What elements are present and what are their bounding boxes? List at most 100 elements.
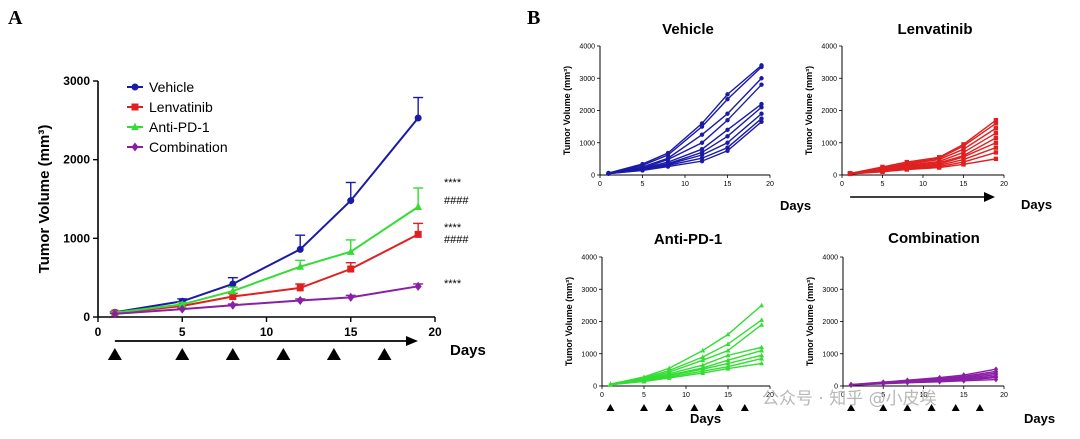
data-point — [725, 341, 731, 347]
y-tick-label: 4000 — [579, 44, 595, 51]
data-point — [347, 265, 355, 273]
y-axis-title: Tumor Volume (mm³) — [805, 277, 815, 366]
data-point — [725, 331, 731, 337]
data-point — [993, 140, 999, 145]
small-chart-title: Combination — [888, 230, 980, 247]
x-tick-label: 15 — [344, 325, 358, 339]
series-line — [114, 285, 419, 315]
data-point — [993, 150, 999, 155]
x-axis-title: Days — [450, 342, 486, 359]
data-point — [178, 300, 187, 308]
significance-annotation: **** — [444, 222, 462, 234]
x-tick-label: 10 — [920, 392, 928, 399]
legend-label: Combination — [149, 139, 228, 155]
series-line — [608, 64, 762, 174]
treatment-marker — [640, 404, 648, 411]
data-point — [759, 352, 765, 358]
data-point — [725, 360, 731, 366]
y-axis-title: Tumor Volume (mm³) — [562, 66, 572, 155]
data-point — [347, 292, 355, 302]
data-point — [296, 295, 304, 306]
data-point — [937, 165, 942, 170]
treatment-marker — [377, 348, 392, 360]
x-tick-label: 15 — [960, 392, 968, 399]
series-line — [114, 233, 419, 315]
series-vehicle — [109, 96, 424, 316]
x-tick-label: 5 — [179, 325, 186, 339]
data-point — [993, 156, 999, 162]
series-combination — [109, 281, 424, 319]
data-point — [296, 245, 304, 253]
main-chart: 0 1000 2000 3000 0 5 10 15 20 Tumor Volume (mm³) D… — [36, 74, 486, 360]
y-tick-label: 4000 — [822, 255, 838, 262]
data-point — [759, 76, 764, 81]
y-tick-label: 3000 — [63, 74, 90, 88]
data-point — [700, 347, 706, 353]
y-tick-label: 2000 — [821, 108, 837, 115]
data-point — [759, 344, 765, 350]
x-tick-label: 10 — [260, 325, 274, 339]
series-line — [608, 77, 763, 174]
treatment-marker — [690, 404, 699, 411]
data-point — [178, 304, 186, 314]
data-point — [228, 286, 237, 295]
x-tick-label: 20 — [428, 325, 442, 339]
data-point — [607, 382, 613, 387]
x-tick-label: 20 — [1000, 181, 1008, 188]
x-tick-label: 15 — [960, 181, 968, 188]
data-point — [725, 352, 731, 358]
data-point — [961, 147, 966, 152]
x-tick-label: 5 — [881, 392, 885, 399]
legend-marker — [131, 83, 139, 91]
x-tick-label: 10 — [681, 181, 689, 188]
treatment-marker — [879, 404, 888, 411]
treatment-marker — [665, 404, 674, 411]
y-tick-label: 0 — [833, 173, 837, 180]
data-point — [229, 300, 237, 310]
small-chart-anti-pd-1: Anti-PD-1 0 1000 2000 3000 4000 0 5 10 15 20 Tumor … — [564, 231, 774, 426]
x-tick-label: 15 — [724, 181, 732, 188]
data-point — [725, 111, 730, 116]
animal-series — [847, 156, 999, 177]
small-chart-lenvatinib: Lenvatinib 0 1000 2000 3000 4000 0 5 10 15 20 Tumor… — [804, 21, 1052, 212]
y-tick-label: 2000 — [581, 319, 597, 326]
data-point — [961, 150, 966, 155]
treatment-marker — [951, 404, 960, 411]
data-point — [993, 376, 999, 383]
y-tick-label: 0 — [591, 173, 595, 180]
data-point — [725, 145, 730, 150]
data-point — [880, 169, 885, 174]
data-point — [759, 355, 765, 361]
data-point — [414, 230, 422, 238]
data-point — [414, 114, 422, 122]
data-point — [759, 322, 765, 327]
x-tick-label: 5 — [642, 392, 646, 399]
data-point — [725, 365, 731, 371]
treatment-marker — [225, 348, 240, 360]
series-line — [610, 304, 763, 385]
legend-label: Lenvatinib — [149, 99, 213, 115]
data-point — [759, 360, 765, 366]
y-tick-label: 1000 — [63, 231, 90, 245]
data-point — [699, 140, 705, 145]
treatment-marker — [715, 404, 724, 411]
x-tick-label: 0 — [598, 181, 602, 188]
treatment-marker — [326, 348, 341, 360]
data-point — [725, 117, 730, 123]
data-point — [606, 171, 611, 176]
y-tick-label: 0 — [593, 384, 597, 391]
treatment-arrow-head — [406, 336, 418, 346]
data-point — [993, 135, 999, 141]
data-point — [640, 168, 645, 173]
animal-series — [607, 360, 765, 387]
x-tick-label: 10 — [682, 392, 690, 399]
x-axis-title: Days — [1021, 197, 1052, 212]
data-point — [961, 154, 966, 160]
data-point — [993, 117, 999, 123]
data-point — [111, 309, 119, 319]
data-point — [725, 347, 731, 353]
data-point — [666, 375, 672, 380]
animal-series — [848, 376, 999, 388]
data-point — [229, 293, 237, 301]
x-tick-label: 20 — [1000, 392, 1008, 399]
